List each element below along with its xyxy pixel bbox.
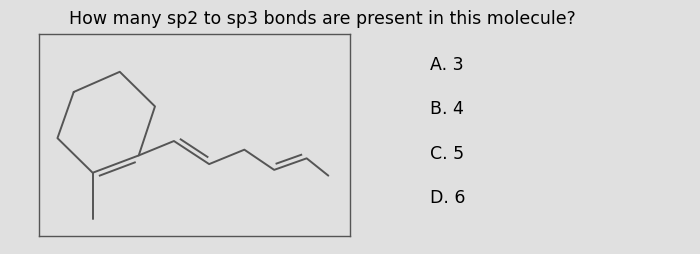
Text: A. 3: A. 3 [430, 56, 464, 74]
Text: C. 5: C. 5 [430, 145, 465, 163]
Text: D. 6: D. 6 [430, 189, 466, 207]
Text: B. 4: B. 4 [430, 100, 464, 118]
Text: How many sp2 to sp3 bonds are present in this molecule?: How many sp2 to sp3 bonds are present in… [69, 10, 575, 28]
